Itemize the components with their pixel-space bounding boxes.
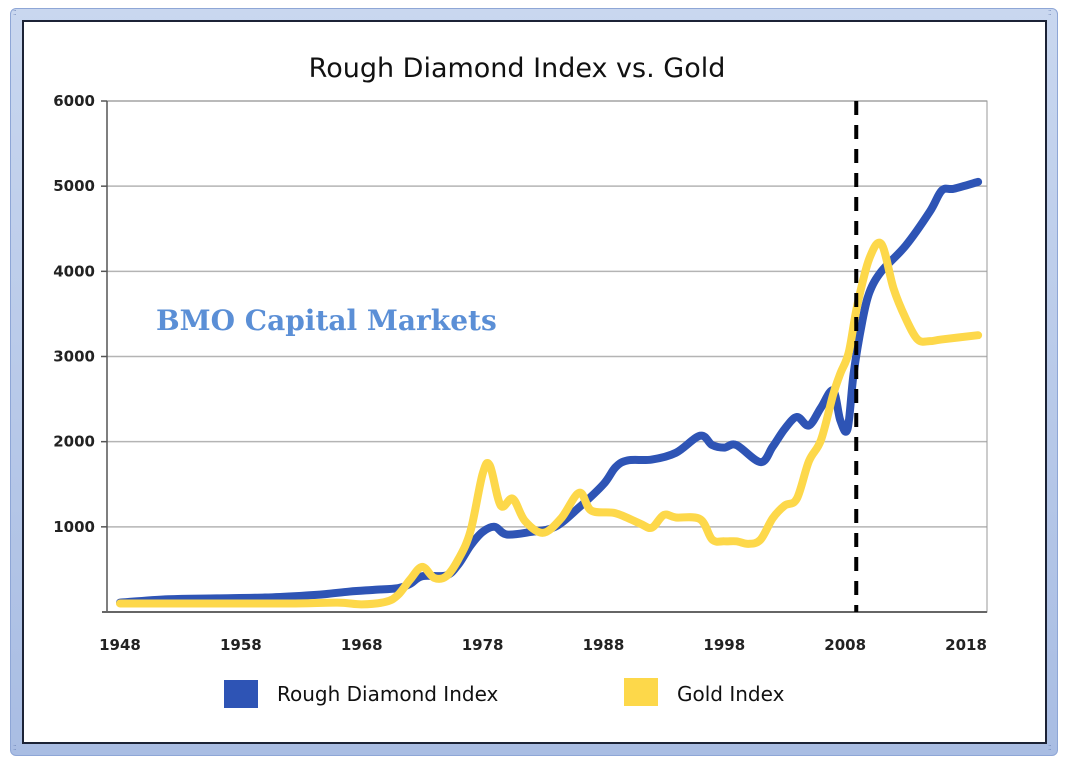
- x-tick-label-1998: 1998: [703, 636, 745, 654]
- x-tick-label-1978: 1978: [462, 636, 504, 654]
- series-line-rough-diamond-index: [116, 177, 983, 607]
- watermark-bmo-capital-markets: BMO Capital Markets: [156, 304, 497, 337]
- x-axis-ticks: 1948 1958 1968 1978 1988 1998 2008 2018: [99, 636, 987, 654]
- y-tick-label-6000: 6000: [53, 92, 95, 110]
- legend-swatch-gold-index: [624, 678, 658, 706]
- resize-handle-bottom-right[interactable]: ⁚⁚: [1048, 744, 1051, 752]
- legend-label-rough-diamond-index: Rough Diamond Index: [277, 682, 499, 706]
- y-tick-label-1000: 1000: [53, 518, 95, 536]
- y-axis-ticks: 1000 2000 3000 4000 5000 6000: [53, 92, 107, 536]
- legend: Rough Diamond Index Gold Index: [224, 678, 785, 708]
- legend-label-gold-index: Gold Index: [677, 682, 785, 706]
- x-tick-label-1958: 1958: [220, 636, 262, 654]
- gridlines: [107, 100, 987, 528]
- x-tick-label-1968: 1968: [341, 636, 383, 654]
- y-tick-label-3000: 3000: [53, 348, 95, 366]
- series-line-gold-index: [116, 238, 983, 609]
- y-tick-label-5000: 5000: [53, 177, 95, 195]
- series-group: [116, 177, 983, 609]
- chart-frame: [22, 20, 1047, 744]
- legend-swatch-rough-diamond-index: [224, 680, 258, 708]
- resize-handle-bottom-left[interactable]: ⁚⁚: [13, 744, 16, 752]
- x-tick-label-1948: 1948: [99, 636, 141, 654]
- x-tick-label-1988: 1988: [583, 636, 625, 654]
- x-tick-label-2018: 2018: [945, 636, 987, 654]
- resize-handle-top-left[interactable]: ⁚⁚: [13, 9, 16, 17]
- resize-handle-top-right[interactable]: ⁚⁚: [1048, 9, 1051, 17]
- x-tick-label-2008: 2008: [824, 636, 866, 654]
- chart-title: Rough Diamond Index vs. Gold: [309, 53, 726, 84]
- y-tick-label-2000: 2000: [53, 433, 95, 451]
- y-tick-label-4000: 4000: [53, 262, 95, 280]
